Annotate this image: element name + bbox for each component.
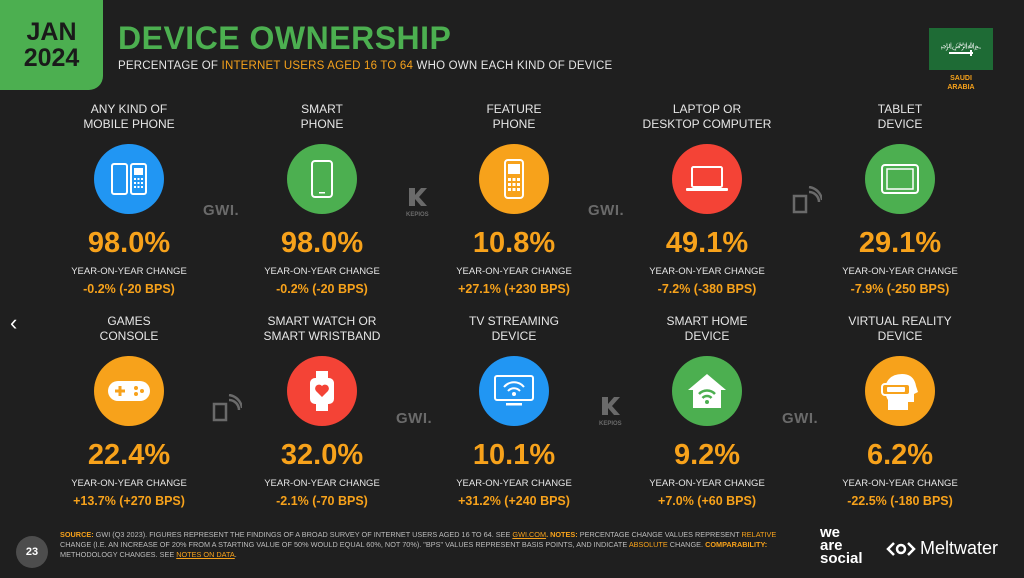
yoy-label: YEAR-ON-YEAR CHANGE: [842, 266, 958, 277]
smartwatch-icon: [287, 356, 357, 426]
device-card-virtual-reality: VIRTUAL REALITY DEVICE 6.2% YEAR-ON-YEAR …: [808, 312, 992, 508]
kepios-logo: KEPIOS: [599, 396, 622, 427]
device-card-smartwatch: SMART WATCH OR SMART WRISTBAND 32.0% YEAR…: [230, 312, 414, 508]
yoy-label: YEAR-ON-YEAR CHANGE: [71, 266, 187, 277]
ownership-value: 10.1%: [472, 439, 556, 471]
ownership-value: 49.1%: [665, 227, 749, 259]
device-card-mobile-phone: ANY KIND OF MOBILE PHONE 98.0% YEAR-ON-YE…: [37, 100, 221, 296]
device-card-smartphone: SMART PHONE 98.0% YEAR-ON-YEAR CHANGE -0.…: [230, 100, 414, 296]
ownership-value: 9.2%: [673, 439, 741, 471]
ownership-value: 22.4%: [87, 439, 171, 471]
yoy-value: +7.0% (+60 BPS): [658, 494, 756, 508]
datareportal-logo-icon: [792, 185, 824, 219]
ownership-value: 32.0%: [280, 439, 364, 471]
gwi-logo: GWI.: [782, 410, 819, 427]
device-label: ANY KIND OF MOBILE PHONE: [83, 102, 175, 131]
yoy-value: +13.7% (+270 BPS): [73, 494, 185, 508]
yoy-value: -7.2% (-380 BPS): [657, 282, 757, 296]
notes-on-data-link[interactable]: NOTES ON DATA: [176, 550, 235, 559]
device-label: SMART PHONE: [300, 102, 344, 131]
yoy-label: YEAR-ON-YEAR CHANGE: [264, 266, 380, 277]
ownership-value: 29.1%: [858, 227, 942, 259]
chevron-left-icon: ‹: [10, 310, 18, 335]
yoy-value: -0.2% (-20 BPS): [276, 282, 368, 296]
previous-slide-button[interactable]: ‹: [10, 310, 17, 336]
gwi-logo: GWI.: [396, 410, 433, 427]
yoy-label: YEAR-ON-YEAR CHANGE: [842, 478, 958, 489]
yoy-label: YEAR-ON-YEAR CHANGE: [264, 478, 380, 489]
device-label: GAMES CONSOLE: [99, 314, 159, 343]
page-subtitle: PERCENTAGE OF INTERNET USERS AGED 16 TO …: [118, 60, 613, 72]
yoy-label: YEAR-ON-YEAR CHANGE: [71, 478, 187, 489]
country-label: SAUDI ARABIA: [947, 75, 975, 91]
device-label: SMART WATCH OR SMART WRISTBAND: [263, 314, 381, 343]
device-label: SMART HOME DEVICE: [666, 314, 748, 343]
yoy-label: YEAR-ON-YEAR CHANGE: [456, 478, 572, 489]
tv-streaming-icon: [479, 356, 549, 426]
device-card-tablet: TABLET DEVICE 29.1% YEAR-ON-YEAR CHANGE -…: [808, 100, 992, 296]
yoy-value: -2.1% (-70 BPS): [276, 494, 368, 508]
yoy-label: YEAR-ON-YEAR CHANGE: [649, 266, 765, 277]
device-card-smart-home: SMART HOME DEVICE 9.2% YEAR-ON-YEAR CHANG…: [615, 312, 799, 508]
gwi-link[interactable]: GWI.COM: [512, 530, 547, 539]
ownership-value: 6.2%: [866, 439, 934, 471]
ownership-value: 98.0%: [280, 227, 364, 259]
svg-text:﷽: ﷽: [941, 41, 981, 52]
laptop-icon: [672, 144, 742, 214]
yoy-value: -7.9% (-250 BPS): [850, 282, 950, 296]
date-month: JAN: [26, 18, 77, 46]
device-label: TABLET DEVICE: [877, 102, 923, 131]
smartphone-icon: [287, 144, 357, 214]
device-label: VIRTUAL REALITY DEVICE: [848, 314, 952, 343]
yoy-value: -0.2% (-20 BPS): [83, 282, 175, 296]
device-label: FEATURE PHONE: [486, 102, 542, 131]
page-title: DEVICE OWNERSHIP: [118, 20, 452, 56]
ownership-value: 98.0%: [87, 227, 171, 259]
yoy-value: -22.5% (-180 BPS): [847, 494, 953, 508]
tablet-icon: [865, 144, 935, 214]
device-card-games-console: GAMES CONSOLE 22.4% YEAR-ON-YEAR CHANGE +…: [37, 312, 221, 508]
yoy-value: +31.2% (+240 BPS): [458, 494, 570, 508]
page-number: 23: [16, 536, 48, 568]
source-notes: SOURCE: GWI (Q3 2023). FIGURES REPRESENT…: [60, 530, 777, 559]
device-card-feature-phone: FEATURE PHONE 10.8% YEAR-ON-YEAR CHANGE +…: [422, 100, 606, 296]
device-label: LAPTOP OR DESKTOP COMPUTER: [642, 102, 772, 131]
yoy-label: YEAR-ON-YEAR CHANGE: [456, 266, 572, 277]
saudi-flag-icon: ﷽: [929, 28, 993, 70]
yoy-label: YEAR-ON-YEAR CHANGE: [649, 478, 765, 489]
kepios-logo: KEPIOS: [406, 187, 429, 218]
date-badge: JAN 2024: [0, 0, 103, 90]
yoy-value: +27.1% (+230 BPS): [458, 282, 570, 296]
gamepad-icon: [94, 356, 164, 426]
smart-home-icon: [672, 356, 742, 426]
feature-phone-icon: [479, 144, 549, 214]
date-year: 2024: [23, 44, 80, 72]
gwi-logo: GWI.: [588, 202, 625, 219]
gwi-logo: GWI.: [203, 202, 240, 219]
device-label: TV STREAMING DEVICE: [468, 314, 559, 343]
device-card-tv-streaming: TV STREAMING DEVICE 10.1% YEAR-ON-YEAR CH…: [422, 312, 606, 508]
ownership-value: 10.8%: [472, 227, 556, 259]
datareportal-logo-icon: [212, 393, 244, 427]
mobile-phones-icon: [94, 144, 164, 214]
device-card-laptop: LAPTOP OR DESKTOP COMPUTER 49.1% YEAR-ON-…: [615, 100, 799, 296]
we-are-social-logo: we are social: [820, 524, 863, 567]
meltwater-mark-icon: [886, 541, 916, 556]
vr-headset-icon: [865, 356, 935, 426]
meltwater-logo: Meltwater: [886, 538, 998, 559]
